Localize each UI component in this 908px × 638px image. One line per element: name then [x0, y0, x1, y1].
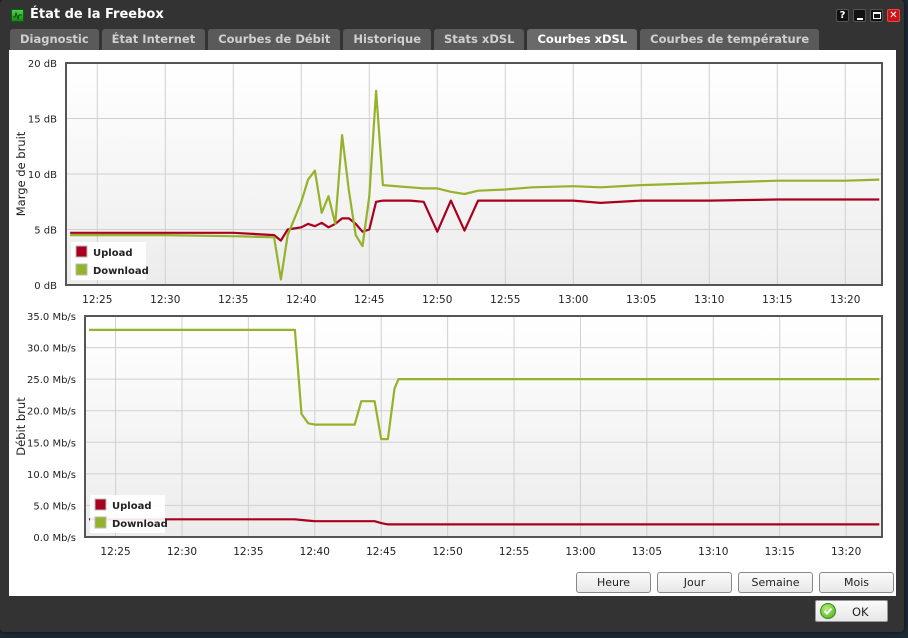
x-tick-label: 12:35: [233, 546, 263, 558]
x-tick-label: 12:45: [366, 546, 396, 558]
maximize-icon: [873, 12, 881, 19]
x-tick-label: 12:50: [433, 546, 463, 558]
maximize-button[interactable]: [870, 9, 883, 22]
y-tick-label: 5 dB: [34, 226, 57, 237]
x-tick-label: 12:45: [354, 294, 384, 306]
y-tick-label: 20 dB: [28, 59, 57, 70]
upload-legend-label: Upload: [112, 501, 151, 512]
freebox-app-icon: [11, 9, 24, 22]
tab-courbes-de-debit[interactable]: Courbes de Débit: [208, 29, 341, 50]
plot-area: [85, 316, 882, 537]
minimize-button[interactable]: [853, 9, 866, 22]
download-legend-label: Download: [93, 266, 149, 277]
tab-courbes-de-temperature[interactable]: Courbes de température: [640, 29, 820, 50]
x-tick-label: 12:40: [300, 546, 330, 558]
x-tick-label: 12:25: [100, 546, 130, 558]
y-tick-label: 15.0 Mb/s: [27, 438, 76, 449]
x-tick-label: 12:25: [82, 294, 112, 306]
x-tick-label: 13:10: [694, 294, 724, 306]
range-month-button[interactable]: Mois: [819, 572, 894, 593]
x-tick-label: 13:00: [565, 546, 595, 558]
x-tick-label: 13:00: [558, 294, 588, 306]
x-tick-label: 12:55: [499, 546, 529, 558]
window-controls: ? ✕: [836, 9, 900, 22]
y-tick-label: 15 dB: [28, 115, 57, 126]
upload-series-line: [70, 198, 880, 242]
x-tick-label: 12:55: [490, 294, 520, 306]
range-day-button[interactable]: Jour: [657, 572, 732, 593]
y-tick-label: 30.0 Mb/s: [27, 344, 76, 355]
y-tick-label: 10.0 Mb/s: [27, 470, 76, 481]
x-tick-label: 12:30: [167, 546, 197, 558]
x-tick-label: 13:05: [632, 546, 662, 558]
x-tick-label: 13:10: [698, 546, 728, 558]
x-tick-label: 13:15: [765, 546, 795, 558]
y-tick-label: 10 dB: [28, 170, 57, 181]
x-tick-label: 12:30: [150, 294, 180, 306]
xdsl-charts: 0 dB 5 dB 10 dB 15 dB 20 dB 12:25 12:30 12:35 12…: [14, 59, 883, 558]
raw-rate-chart: 0.0 Mb/s 5.0 Mb/s 10.0 Mb/s 15.0 Mb/s 20.0 M…: [14, 312, 883, 558]
tab-etat-internet[interactable]: État Internet: [101, 29, 206, 50]
y-axis-label: Marge de bruit: [14, 131, 28, 216]
upload-legend-swatch: [94, 498, 107, 511]
chart-legend: Upload Download: [90, 495, 168, 533]
y-tick-label: 25.0 Mb/s: [27, 375, 76, 386]
window-title: État de la Freebox: [30, 7, 164, 22]
tab-stats-xdsl[interactable]: Stats xDSL: [434, 29, 525, 50]
download-series-line: [89, 328, 880, 441]
y-axis-label: Débit brut: [14, 397, 28, 456]
ok-label: OK: [852, 605, 869, 619]
tab-content-panel: 0 dB 5 dB 10 dB 15 dB 20 dB 12:25 12:30 12:35 12…: [9, 50, 896, 596]
dialog-footer: OK: [9, 596, 896, 626]
close-button[interactable]: ✕: [887, 9, 900, 22]
x-tick-label: 13:05: [626, 294, 656, 306]
tab-courbes-xdsl[interactable]: Courbes xDSL: [527, 29, 638, 50]
range-hour-button[interactable]: Heure: [576, 572, 651, 593]
upload-series-line: [89, 518, 880, 526]
close-icon: ✕: [889, 10, 898, 21]
x-tick-label: 12:50: [422, 294, 452, 306]
checkmark-icon: [820, 603, 836, 619]
upload-legend-swatch: [75, 245, 88, 258]
time-range-buttons: Heure Jour Semaine Mois: [576, 572, 894, 593]
y-tick-label: 5.0 Mb/s: [33, 501, 76, 512]
download-legend-swatch: [75, 263, 88, 276]
download-legend-swatch: [94, 516, 107, 529]
x-tick-label: 13:20: [831, 546, 861, 558]
tab-diagnostic[interactable]: Diagnostic: [10, 29, 99, 50]
range-week-button[interactable]: Semaine: [738, 572, 813, 593]
upload-legend-label: Upload: [93, 248, 132, 259]
y-tick-label: 0 dB: [34, 281, 57, 292]
y-tick-label: 0.0 Mb/s: [33, 533, 76, 544]
x-tick-label: 12:35: [218, 294, 248, 306]
title-bar[interactable]: État de la Freebox ? ✕: [0, 0, 904, 30]
ok-button[interactable]: OK: [815, 600, 888, 622]
help-button[interactable]: ?: [836, 9, 849, 22]
download-legend-label: Download: [112, 519, 168, 530]
minimize-icon: [857, 18, 863, 20]
x-tick-label: 13:20: [830, 294, 860, 306]
noise-margin-chart: 0 dB 5 dB 10 dB 15 dB 20 dB 12:25 12:30 12:35 12…: [14, 59, 883, 306]
y-tick-label: 20.0 Mb/s: [27, 407, 76, 418]
chart-legend: Upload Download: [71, 242, 149, 280]
x-tick-label: 12:40: [286, 294, 316, 306]
x-tick-label: 13:15: [762, 294, 792, 306]
download-series-line: [70, 89, 880, 281]
tab-historique[interactable]: Historique: [343, 29, 432, 50]
y-tick-label: 35.0 Mb/s: [27, 312, 76, 323]
tab-bar: Diagnostic État Internet Courbes de Débi…: [10, 29, 820, 50]
